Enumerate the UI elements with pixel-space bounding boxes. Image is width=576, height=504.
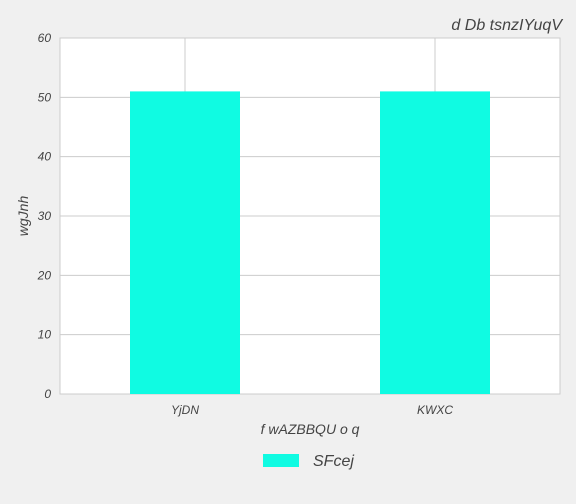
y-tick-label: 60 (38, 31, 52, 45)
bar-group (130, 91, 490, 395)
y-tick-label: 30 (38, 209, 52, 223)
bar-YjDN (130, 91, 240, 395)
legend: SFcej (263, 453, 354, 470)
y-tick-labels: 0 10 20 30 40 50 60 (37, 31, 52, 401)
x-tick-label: YjDN (171, 403, 199, 417)
x-tick-labels: YjDN KWXC (171, 403, 453, 417)
legend-label: SFcej (313, 453, 354, 470)
legend-swatch (263, 454, 299, 467)
x-tick-label: KWXC (417, 403, 453, 417)
chart-title: d Db tsnzIYuqV (451, 17, 563, 34)
y-tick-label: 40 (38, 150, 52, 164)
bar-KWXC (380, 91, 490, 395)
y-tick-label: 50 (38, 90, 52, 104)
x-axis-title: f wAZBBQU o q (261, 421, 360, 437)
y-tick-label: 0 (44, 387, 51, 401)
y-axis-title: wgJnh (15, 196, 31, 237)
y-tick-label: 10 (38, 328, 52, 342)
y-tick-label: 20 (37, 268, 52, 282)
